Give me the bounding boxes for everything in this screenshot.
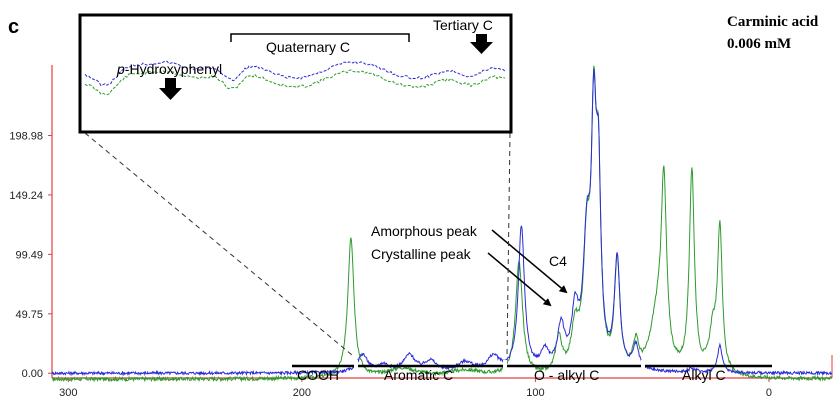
amorphous-peak-label: Amorphous peak bbox=[371, 223, 478, 239]
zoom-guide-left bbox=[84, 132, 353, 356]
quaternary-c-label: Quaternary C bbox=[266, 39, 350, 55]
x-tick-label: 0 bbox=[766, 387, 772, 399]
y-tick-label: 0.00 bbox=[22, 368, 43, 380]
region-label-cooh: COOH bbox=[297, 367, 339, 383]
region-label-aromatic: Aromatic C bbox=[384, 367, 453, 383]
amorphous-arrow bbox=[491, 229, 568, 294]
tertiary-c-arrow-icon bbox=[470, 34, 493, 54]
y-tick-label: 198.98 bbox=[9, 131, 43, 143]
region-label-o-alkyl: O - alkyl C bbox=[534, 367, 599, 383]
y-tick-label: 149.24 bbox=[9, 190, 43, 202]
zoom-guide-right bbox=[506, 132, 511, 356]
x-tick-label: 200 bbox=[293, 387, 311, 399]
panel-letter: c bbox=[8, 16, 19, 38]
x-tick-label: 300 bbox=[59, 387, 77, 399]
y-axis-ticks: 0.00 49.75 99.49 149.24 198.98 bbox=[9, 131, 52, 380]
x-tick-label: 100 bbox=[526, 387, 544, 399]
spectrum-series-green bbox=[51, 65, 833, 383]
p-hydroxyphenyl-arrow-icon bbox=[159, 78, 182, 100]
y-tick-label: 49.75 bbox=[15, 309, 43, 321]
sample-label-line-2: 0.006 mM bbox=[727, 36, 791, 52]
y-tick-label: 99.49 bbox=[15, 249, 43, 261]
inset-green-trace bbox=[84, 69, 506, 96]
crystalline-peak-label: Crystalline peak bbox=[371, 246, 472, 262]
quaternary-bracket bbox=[230, 33, 410, 42]
tertiary-c-label: Tertiary C bbox=[433, 17, 493, 33]
region-label-alkyl: Alkyl C bbox=[682, 367, 726, 383]
inset-blue-trace bbox=[84, 60, 506, 87]
c4-label: C4 bbox=[549, 253, 567, 269]
p-hydroxyphenyl-label: p-Hydroxyphenyl bbox=[116, 61, 222, 77]
crystalline-arrow bbox=[487, 252, 552, 307]
sample-label-line-1: Carminic acid bbox=[727, 14, 819, 30]
